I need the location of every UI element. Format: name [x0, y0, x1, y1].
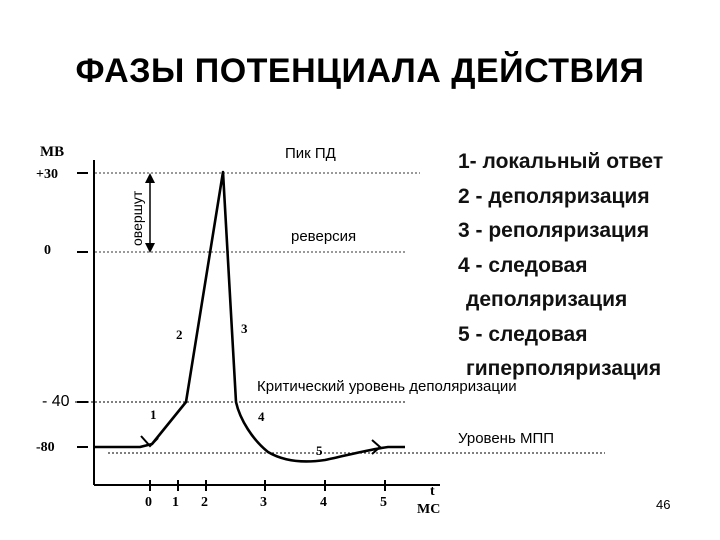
y-tick-label-plus30: +30 — [36, 167, 58, 182]
page-number: 46 — [656, 497, 671, 512]
x-tick-label-4: 4 — [320, 495, 327, 510]
legend-item-5: 5 - следовая — [458, 322, 588, 346]
overshoot-arrow-down-icon — [145, 243, 155, 253]
phase-marker-4: 4 — [258, 409, 265, 424]
peak-label: Пик ПД — [285, 145, 336, 162]
phase-marker-3: 3 — [241, 321, 248, 336]
legend-item-4: 4 - следовая — [458, 253, 588, 277]
x-tick-label-0: 0 — [145, 495, 152, 510]
slide-title: ФАЗЫ ПОТЕНЦИАЛА ДЕЙСТВИЯ — [75, 52, 645, 90]
resting-level-label: Уровень МПП — [458, 430, 554, 447]
legend-item-1: 1- локальный ответ — [458, 150, 664, 173]
y-tick-label-minus80: -80 — [36, 440, 55, 455]
phase-marker-1: 1 — [150, 407, 157, 422]
legend-item-2: 2 - деполяризация — [458, 184, 650, 208]
x-tick-label-3: 3 — [260, 495, 267, 510]
legend-item-4-continued: деполяризация — [466, 288, 628, 311]
phase-marker-2: 2 — [176, 327, 183, 342]
phase-marker-5: 5 — [316, 443, 323, 458]
x-unit-t: t — [430, 484, 435, 499]
y-tick-label-minus40: - 40 — [42, 393, 70, 410]
y-tick-label-zero: 0 — [44, 243, 51, 258]
x-tick-label-1: 1 — [172, 495, 179, 510]
action-potential-curve — [95, 170, 405, 463]
overshoot-arrow-up-icon — [145, 173, 155, 183]
trace-chevron-icon — [371, 439, 382, 455]
x-tick-label-2: 2 — [201, 495, 208, 510]
stimulus-chevron-icon — [140, 435, 159, 448]
legend-item-3: 3 - реполяризация — [458, 219, 650, 242]
critical-level-label: Критический уровень деполяризации — [257, 378, 517, 395]
y-unit-label: МВ — [40, 144, 64, 160]
legend-item-5-continued: гиперполяризация — [466, 357, 662, 380]
x-tick-label-5: 5 — [380, 495, 387, 510]
overshoot-label: овершут — [129, 190, 145, 246]
x-unit-label: МС — [417, 502, 440, 517]
phase-legend: 1- локальный ответ 2 - деполяризация 3 -… — [458, 145, 718, 387]
reversion-label: реверсия — [291, 228, 356, 245]
